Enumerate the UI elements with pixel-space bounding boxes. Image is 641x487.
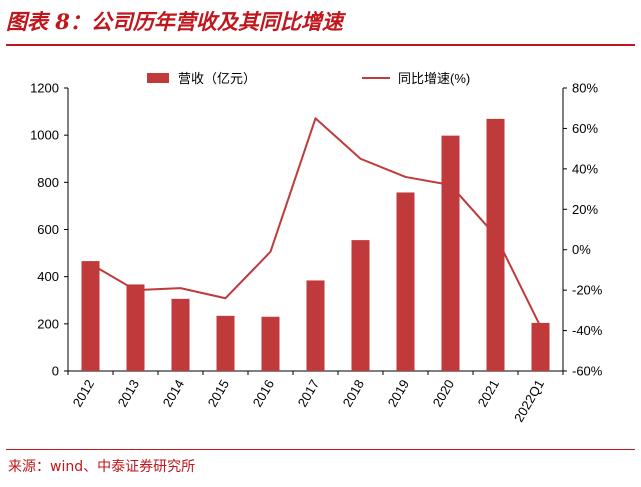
x-tick-label: 2014 <box>160 377 187 410</box>
revenue-bar <box>351 240 370 371</box>
right-axis-ticks: -60% -40% -20% 0% 20% 40% 60% 80% <box>563 81 603 379</box>
revenue-growth-chart: 0 200 400 600 800 1000 1200 -60% -40% -20% 0% 20% 4… <box>30 71 603 425</box>
left-tick-label: 800 <box>37 175 59 190</box>
right-tick-label: 60% <box>572 121 598 136</box>
x-tick-label: 2013 <box>115 377 142 410</box>
x-tick-label: 2012 <box>70 377 97 410</box>
growth-line-group <box>89 117 542 327</box>
footer-divider <box>6 449 635 450</box>
x-axis-ticks: 2012 2013 2014 2015 2016 2017 2018 2019 2020 2021… <box>67 371 564 425</box>
right-tick-label: 40% <box>572 161 598 176</box>
revenue-bar <box>531 322 550 371</box>
chart-legend: 营收（亿元） 同比增速(%) <box>147 71 470 86</box>
legend-bar-label: 营收（亿元） <box>178 71 256 86</box>
left-tick-label: 1200 <box>30 81 59 96</box>
right-tick-label: 0% <box>572 242 591 257</box>
revenue-bar <box>126 284 145 371</box>
revenue-bar <box>441 135 460 371</box>
x-tick-label: 2017 <box>295 377 322 410</box>
revenue-bar <box>396 192 415 371</box>
left-tick-label: 200 <box>37 316 59 331</box>
x-tick-label: 2019 <box>385 377 412 410</box>
x-tick-label: 2018 <box>340 377 367 410</box>
revenue-bars <box>81 118 550 371</box>
revenue-bar <box>171 298 190 371</box>
x-tick-label: 2016 <box>250 377 277 410</box>
growth-line <box>89 117 542 327</box>
revenue-bar <box>306 280 325 371</box>
x-tick-label: 2015 <box>205 377 232 410</box>
revenue-bar <box>486 118 505 371</box>
right-tick-label: -60% <box>572 364 603 379</box>
left-tick-label: 400 <box>37 269 59 284</box>
left-axis-ticks: 0 200 400 600 800 1000 1200 <box>30 81 68 379</box>
left-tick-label: 0 <box>52 364 59 379</box>
right-tick-label: -40% <box>572 323 603 338</box>
figure-title: 图表 8：公司历年营收及其同比增速 <box>6 9 343 34</box>
revenue-bar <box>261 316 280 371</box>
revenue-bar <box>216 315 235 371</box>
right-tick-label: -20% <box>572 283 603 298</box>
source-note: 来源：wind、中泰证券研究所 <box>8 459 196 475</box>
right-tick-label: 20% <box>572 202 598 217</box>
x-tick-label: 2021 <box>475 377 502 410</box>
x-tick-label: 2020 <box>430 377 457 410</box>
legend-bar-swatch <box>147 73 169 83</box>
legend-line-label: 同比增速(%) <box>398 71 470 86</box>
title-divider <box>6 44 635 46</box>
revenue-bar <box>81 261 100 371</box>
x-tick-label: 2022Q1 <box>511 377 547 425</box>
right-tick-label: 80% <box>572 81 598 96</box>
left-tick-label: 1000 <box>30 128 59 143</box>
left-tick-label: 600 <box>37 222 59 237</box>
